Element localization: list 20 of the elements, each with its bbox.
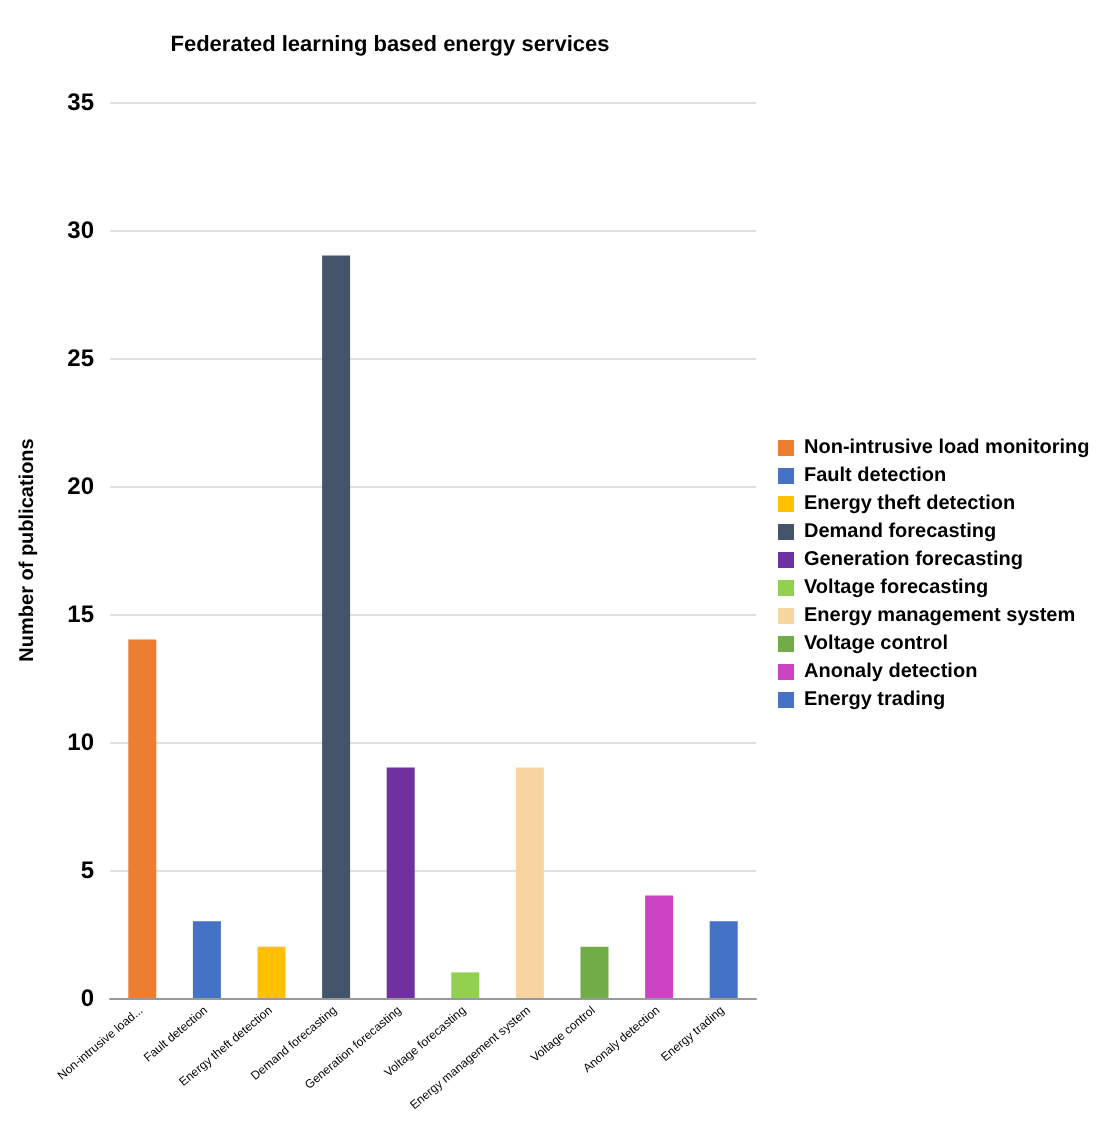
y-tick-label: 15 xyxy=(67,600,95,628)
y-tick-label: 30 xyxy=(67,216,95,244)
legend-label: Voltage control xyxy=(804,633,949,655)
chart-title: Federated learning based energy services xyxy=(170,33,610,57)
legend-label: Energy management system xyxy=(804,605,1076,627)
y-tick-label: 10 xyxy=(67,728,95,756)
legend-label: Fault detection xyxy=(804,465,947,487)
y-axis-title: Number of publications xyxy=(17,437,39,662)
legend-label: Energy theft detection xyxy=(804,493,1016,515)
legend-label: Anonaly detection xyxy=(804,661,978,683)
y-tick-label: 20 xyxy=(67,472,95,500)
legend-label: Generation forecasting xyxy=(804,549,1023,571)
legend-label: Non-intrusive load monitoring xyxy=(804,437,1090,459)
y-tick-label: 0 xyxy=(80,984,95,1012)
legend-label: Energy trading xyxy=(804,689,946,711)
y-tick-label: 35 xyxy=(67,88,95,116)
legend-label: Voltage forecasting xyxy=(804,577,989,599)
y-tick-label: 5 xyxy=(80,856,95,884)
legend-label: Demand forecasting xyxy=(804,521,997,543)
y-tick-label: 25 xyxy=(67,344,95,372)
